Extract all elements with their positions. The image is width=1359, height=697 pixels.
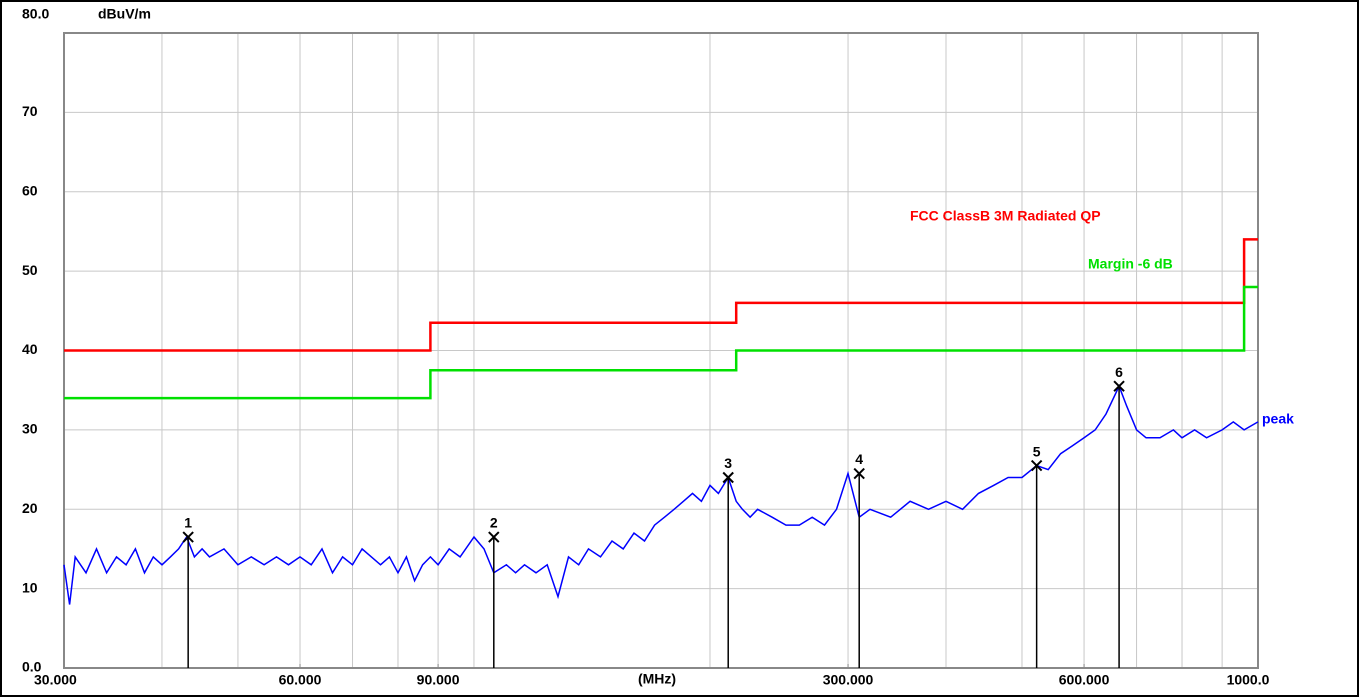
marker xyxy=(488,531,500,668)
marker-cross xyxy=(722,471,734,484)
series-label: FCC ClassB 3M Radiated QP xyxy=(910,208,1101,224)
series-label: Margin -6 dB xyxy=(1088,256,1173,272)
y-axis-label: dBuV/m xyxy=(98,6,151,22)
x-tick-label: 90.000 xyxy=(417,672,460,688)
marker-label: 5 xyxy=(1033,443,1041,459)
marker-label: 1 xyxy=(184,515,192,531)
marker-cross xyxy=(853,467,865,480)
y-tick-label: 0.0 xyxy=(22,659,42,675)
marker-label: 4 xyxy=(855,451,863,467)
series-label: peak xyxy=(1262,411,1294,427)
marker xyxy=(1113,380,1125,668)
series-line xyxy=(64,238,1258,352)
marker-label: 2 xyxy=(490,515,498,531)
marker-cross xyxy=(1030,459,1043,472)
marker-label: 6 xyxy=(1115,364,1123,380)
marker-cross xyxy=(488,531,500,543)
y-tick-label: 30 xyxy=(22,421,38,437)
x-tick-label: 300.000 xyxy=(823,672,874,688)
x-tick-label: 1000.0 xyxy=(1227,672,1270,688)
x-axis-label: (MHz) xyxy=(638,671,676,687)
marker xyxy=(853,467,865,668)
x-tick-label: 600.000 xyxy=(1059,672,1110,688)
y-tick-label: 50 xyxy=(22,262,38,278)
series-line xyxy=(64,285,1258,400)
x-tick-label: 60.000 xyxy=(279,672,322,688)
marker-label: 3 xyxy=(724,455,732,471)
x-tick-label: 30.000 xyxy=(34,672,77,688)
y-tick-label: 10 xyxy=(22,579,38,595)
marker xyxy=(722,471,734,668)
marker-cross xyxy=(182,531,194,543)
y-tick-label: 70 xyxy=(22,103,38,119)
marker xyxy=(182,531,194,668)
marker xyxy=(1030,459,1043,668)
y-tick-label: 20 xyxy=(22,500,38,516)
marker-cross xyxy=(1113,380,1125,392)
y-tick-label: 80.0 xyxy=(22,6,49,22)
y-tick-label: 40 xyxy=(22,341,38,357)
y-tick-label: 60 xyxy=(22,182,38,198)
series-line xyxy=(63,384,1259,605)
